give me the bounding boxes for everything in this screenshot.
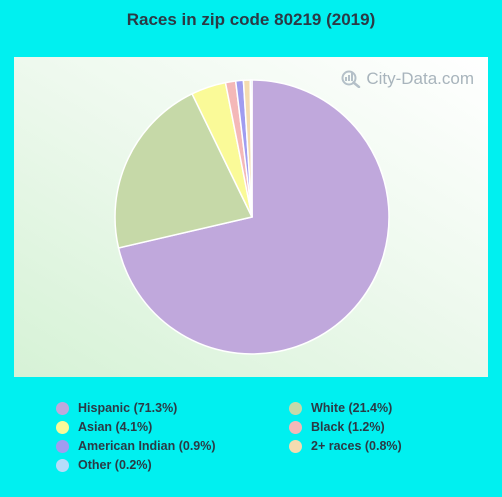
legend-swatch bbox=[56, 458, 69, 472]
legend-item-black: Black (1.2%) bbox=[289, 420, 385, 434]
legend-item-2-races: 2+ races (0.8%) bbox=[289, 439, 402, 453]
legend-label: American Indian (0.9%) bbox=[78, 439, 216, 453]
legend-swatch bbox=[289, 401, 302, 415]
legend-label: Asian (4.1%) bbox=[78, 420, 153, 434]
pie-chart bbox=[114, 79, 390, 355]
legend-swatch bbox=[289, 420, 302, 434]
legend-item-hispanic: Hispanic (71.3%) bbox=[56, 401, 177, 415]
legend-item-american-indian: American Indian (0.9%) bbox=[56, 439, 216, 453]
pie-slice-hispanic bbox=[117, 79, 390, 355]
pie-slice-other bbox=[249, 79, 253, 218]
legend-swatch bbox=[56, 420, 69, 434]
watermark: City-Data.com bbox=[340, 69, 474, 89]
legend-item-other: Other (0.2%) bbox=[56, 458, 152, 472]
legend-label: Other (0.2%) bbox=[78, 458, 152, 472]
legend-label: 2+ races (0.8%) bbox=[311, 439, 402, 453]
legend-label: White (21.4%) bbox=[311, 401, 393, 415]
legend-item-white: White (21.4%) bbox=[289, 401, 392, 415]
pie-slice-white bbox=[114, 92, 254, 249]
legend-label: Hispanic (71.3%) bbox=[78, 401, 178, 415]
plot-area: City-Data.com bbox=[14, 57, 488, 377]
legend-label: Black (1.2%) bbox=[311, 420, 385, 434]
chart-title: Races in zip code 80219 (2019) bbox=[126, 10, 376, 29]
legend-swatch bbox=[56, 439, 69, 453]
watermark-text: City-Data.com bbox=[366, 69, 474, 88]
legend-swatch bbox=[289, 439, 302, 453]
legend-swatch bbox=[56, 401, 69, 415]
legend-item-asian: Asian (4.1%) bbox=[56, 420, 152, 434]
magnifier-icon bbox=[341, 70, 361, 88]
